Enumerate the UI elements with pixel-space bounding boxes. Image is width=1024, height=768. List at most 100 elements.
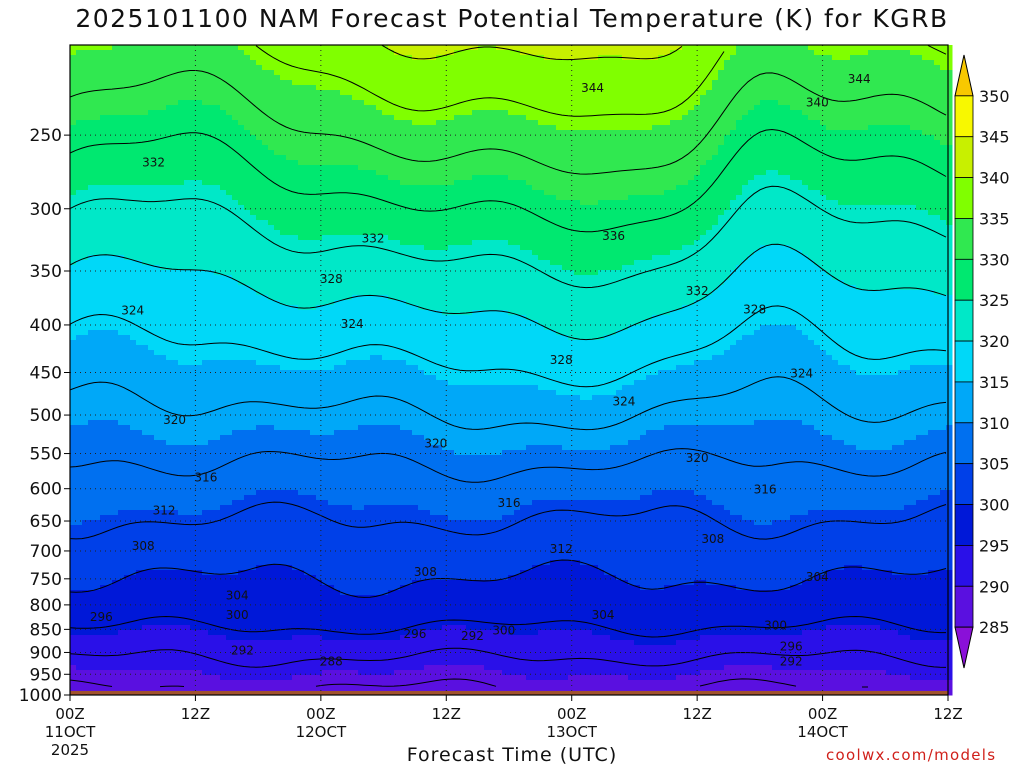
y-tick-label: 750 (30, 570, 62, 590)
contour-label: 292 (461, 629, 484, 643)
x-tick-label: 00Z (306, 705, 335, 723)
colorbar-label: 310 (979, 414, 1010, 433)
x-axis-label: Forecast Time (UTC) (406, 744, 618, 766)
x-tick-label: 12Z (432, 705, 461, 723)
contour-332 (69, 70, 947, 175)
x-tick-day: 11OCT (45, 723, 96, 741)
contour-label: 332 (142, 156, 165, 170)
colorbar-bottom-arrow (954, 626, 974, 669)
y-tick-label: 850 (30, 620, 62, 640)
colorbar-swatch (954, 463, 974, 505)
contour-label: 320 (163, 413, 186, 427)
contour-label: 344 (848, 72, 871, 86)
x-tick-label: 00Z (55, 705, 84, 723)
grid (70, 45, 948, 695)
contour-label: 320 (424, 436, 447, 450)
watermark: coolwx.com/models (826, 746, 997, 764)
contour-328 (69, 128, 947, 233)
contour-320 (69, 243, 947, 341)
colorbar-top-arrow (954, 54, 974, 97)
contour-label: 300 (226, 608, 249, 622)
x-tick-label: 00Z (808, 705, 837, 723)
x-tick-day: 12OCT (296, 723, 347, 741)
contour-label: 300 (764, 619, 787, 633)
colorbar-label: 305 (979, 455, 1010, 474)
y-tick-label: 500 (30, 406, 62, 426)
contour-label: 328 (550, 353, 573, 367)
contour-label: 296 (780, 640, 803, 654)
colorbar-label: 345 (979, 128, 1010, 147)
contour-336 (255, 44, 947, 117)
contour-label: 324 (790, 367, 813, 381)
colorbar-label: 340 (979, 169, 1010, 188)
theta-field (70, 45, 953, 696)
x-tick-day: 13OCT (546, 723, 597, 741)
contour-label: 296 (403, 627, 426, 641)
colorbar: 350 345 340 335 330 325 320 315 310 305 300 295 290 2… (954, 54, 1010, 669)
contour-label: 312 (550, 542, 573, 556)
colorbar-swatch (954, 258, 974, 301)
contour-324 (69, 185, 947, 289)
contour-label: 336 (602, 229, 625, 243)
contour-label: 324 (613, 394, 636, 408)
chart-title: 2025101100 NAM Forecast Potential Temper… (75, 4, 949, 33)
contour-label: 328 (743, 302, 766, 316)
y-tick-label: 350 (30, 262, 62, 282)
colorbar-swatch (954, 422, 974, 465)
contour-312 (69, 376, 947, 431)
contour-340 (381, 44, 683, 61)
contour-label: 324 (121, 304, 144, 318)
contour-label: 324 (341, 317, 364, 331)
contour-label: 344 (581, 81, 604, 95)
x-tick-label: 12Z (682, 705, 711, 723)
colorbar-label: 335 (979, 209, 1010, 228)
contour-label: 292 (780, 654, 803, 668)
colorbar-label: 315 (979, 373, 1010, 392)
colorbar-label: 350 (979, 87, 1010, 106)
y-tick-label: 1000 (19, 686, 62, 706)
colorbar-label: 325 (979, 291, 1010, 310)
y-tick-label: 700 (30, 542, 62, 562)
x-tick-label: 12Z (933, 705, 962, 723)
colorbar-swatch (954, 299, 974, 342)
contour-label: 304 (592, 608, 615, 622)
y-tick-label: 400 (30, 316, 62, 336)
y-tick-label: 600 (30, 480, 62, 500)
contour-label: 328 (320, 272, 343, 286)
colorbar-swatch (954, 136, 974, 179)
contour-label: 288 (320, 654, 343, 668)
contour-label: 312 (153, 504, 176, 518)
colorbar-swatch (954, 95, 974, 138)
contour-label: 316 (754, 483, 777, 497)
contour-label: 308 (414, 565, 437, 579)
colorbar-label: 285 (979, 618, 1010, 637)
colorbar-label: 290 (979, 577, 1010, 596)
contour-label: 332 (362, 231, 385, 245)
contour-308 (69, 448, 947, 483)
ground (70, 690, 948, 695)
colorbar-swatch (954, 504, 974, 546)
colorbar-swatch (954, 545, 974, 587)
contour-296 (69, 615, 946, 638)
contour-label: 292 (231, 643, 254, 657)
y-tick-label: 300 (30, 200, 62, 220)
contour-292 (69, 647, 947, 668)
contour-300 (69, 559, 947, 598)
contour-316 (69, 305, 947, 388)
contour-labels: 344 344 340 332 336 332 328 332 324 328 324 328 324 3… (90, 72, 871, 668)
contour-label: 308 (132, 539, 155, 553)
contour-label: 320 (686, 451, 709, 465)
y-tick-label: 950 (30, 665, 62, 685)
y-axis: 250 300 350 400 450 500 550 600 650 700 750 800 850 9… (19, 126, 70, 706)
y-tick-label: 450 (30, 364, 62, 384)
x-tick-day: 14OCT (797, 723, 848, 741)
colorbar-label: 320 (979, 332, 1010, 351)
contour-label: 316 (194, 470, 217, 484)
plot-frame (69, 44, 949, 696)
y-tick-label: 650 (30, 512, 62, 532)
contour-288 (69, 678, 868, 688)
contour-label: 304 (226, 589, 249, 603)
y-tick-label: 250 (30, 126, 62, 146)
